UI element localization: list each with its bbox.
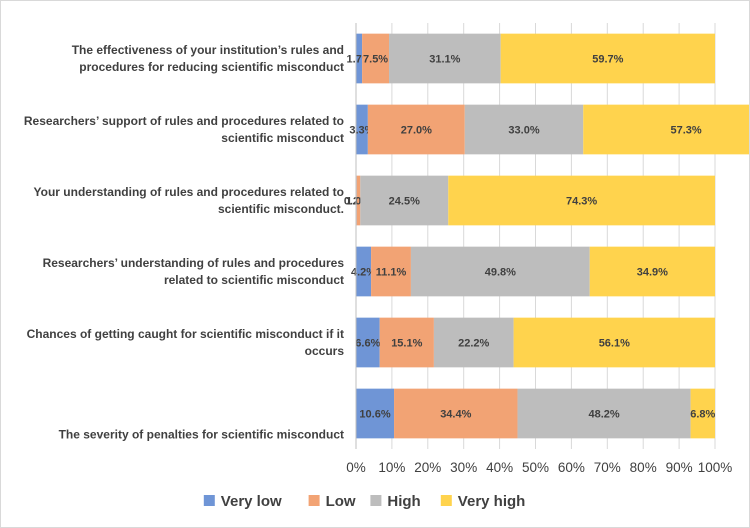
bar-segment: [362, 33, 390, 84]
data-label: 10.6%: [359, 409, 390, 421]
bar-segment: [379, 317, 434, 368]
bar-segment: [464, 104, 584, 155]
legend-swatch: [203, 495, 215, 506]
legend-label: Very high: [458, 493, 526, 510]
x-tick-label: 30%: [450, 460, 477, 475]
x-tick-label: 60%: [558, 460, 585, 475]
bar-segment: [433, 317, 514, 368]
bar-segment: [589, 246, 715, 297]
category-label: scientific misconduct.: [218, 202, 344, 216]
data-label: 6.8%: [690, 409, 715, 421]
data-label: 49.8%: [485, 267, 516, 279]
data-label: 48.2%: [588, 409, 619, 421]
x-tick-label: 100%: [698, 460, 733, 475]
legend-label: High: [387, 493, 420, 510]
data-label: 74.3%: [566, 196, 597, 208]
category-label: The effectiveness of your institution’s …: [72, 43, 344, 57]
data-label: 56.1%: [599, 338, 630, 350]
legend-swatch: [308, 495, 320, 506]
legend-swatch: [370, 495, 382, 506]
bar-segment: [448, 175, 715, 226]
bar-segment: [360, 175, 449, 226]
bar-segment: [367, 104, 465, 155]
bar-segment: [410, 246, 590, 297]
x-tick-label: 20%: [414, 460, 441, 475]
bar-segment: [356, 388, 395, 439]
category-label: procedures for reducing scientific misco…: [79, 60, 344, 74]
bar-segment: [500, 33, 715, 84]
bar-segment: [356, 175, 361, 226]
data-label: 24.5%: [389, 196, 420, 208]
bar-segment: [356, 104, 368, 155]
category-label: Researchers’ understanding of rules and …: [43, 256, 345, 270]
category-label: Chances of getting caught for scientific…: [27, 327, 344, 341]
bar-segment: [394, 388, 518, 439]
data-label: 7.5%: [363, 54, 388, 66]
data-label: 59.7%: [592, 54, 623, 66]
legend-label: Very low: [221, 493, 282, 510]
x-tick-label: 50%: [522, 460, 549, 475]
x-tick-label: 0%: [346, 460, 366, 475]
data-label: 4.2%: [351, 267, 376, 279]
data-label: 27.0%: [401, 125, 432, 137]
category-label: The severity of penalties for scientific…: [59, 428, 344, 442]
bar-segment: [371, 246, 411, 297]
x-tick-label: 90%: [666, 460, 693, 475]
data-label: 34.4%: [440, 409, 471, 421]
x-tick-label: 40%: [486, 460, 513, 475]
data-label: 33.0%: [508, 125, 539, 137]
bar-segment: [690, 388, 715, 439]
category-label: Your understanding of rules and procedur…: [34, 185, 345, 199]
category-label: related to scientific misconduct: [164, 273, 344, 287]
bar-segment: [517, 388, 691, 439]
x-tick-label: 70%: [594, 460, 621, 475]
data-label: 31.1%: [429, 54, 460, 66]
category-label: scientific misconduct: [221, 131, 344, 145]
data-label: 22.2%: [458, 338, 489, 350]
category-label: occurs: [305, 344, 345, 358]
bar-segment: [356, 317, 380, 368]
category-label: Researchers’ support of rules and proced…: [24, 114, 344, 128]
bar-segment: [583, 104, 749, 155]
legend-swatch: [440, 495, 452, 506]
data-label: 57.3%: [670, 125, 701, 137]
legend-label: Low: [326, 493, 356, 510]
bar-segment: [389, 33, 501, 84]
data-label: 11.1%: [376, 267, 407, 279]
x-tick-label: 80%: [630, 460, 657, 475]
data-label: 34.9%: [637, 267, 668, 279]
data-label: 15.1%: [391, 338, 422, 350]
bar-segment: [356, 33, 363, 84]
data-label: 6.6%: [355, 338, 380, 350]
bar-segment: [513, 317, 715, 368]
x-tick-label: 10%: [378, 460, 405, 475]
bar-segment: [356, 246, 372, 297]
